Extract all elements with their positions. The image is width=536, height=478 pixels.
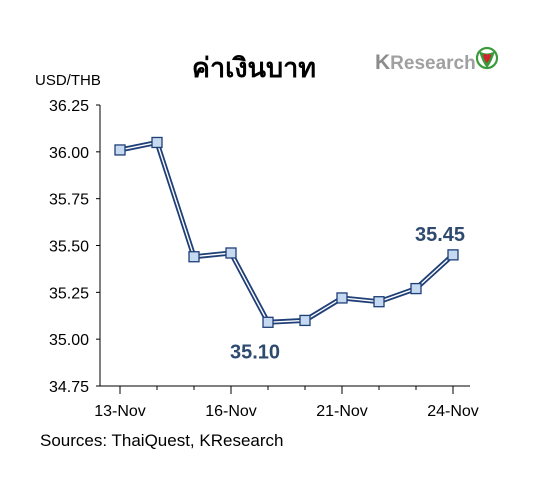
- x-axis-ticks: [119, 386, 454, 394]
- data-label: 35.10: [230, 341, 280, 363]
- logo-k-text: K: [375, 51, 390, 74]
- data-point: [114, 144, 126, 156]
- kasikorn-leaf-icon: [475, 46, 499, 70]
- x-tick-label: 24-Nov: [427, 403, 479, 420]
- y-tick-label: 36.25: [49, 98, 89, 115]
- x-tick-label: 21-Nov: [316, 403, 368, 420]
- y-tick-label: 35.00: [49, 332, 89, 349]
- logo-research-text: Research: [390, 53, 476, 74]
- data-label: 35.45: [415, 224, 465, 246]
- x-tick-label: 13-Nov: [94, 403, 146, 420]
- data-point: [336, 292, 348, 304]
- svg-text:KResearch: KResearch: [375, 51, 476, 74]
- kresearch-logo: KResearch: [375, 46, 499, 74]
- series-line-outer: [119, 139, 455, 325]
- chart-title: ค่าเงินบาท: [192, 53, 316, 84]
- data-point: [151, 136, 163, 149]
- series-line-inner: [119, 141, 454, 324]
- source-note: Sources: ThaiQuest, KResearch: [40, 431, 283, 450]
- data-point: [410, 282, 422, 295]
- data-point: [299, 314, 311, 327]
- data-point: [225, 247, 237, 259]
- y-tick-labels: 34.75 35.00 35.25 35.50 35.75 36.00 36.25: [49, 98, 89, 396]
- data-labels: 35.10 35.45: [230, 224, 465, 363]
- y-tick-label: 35.75: [49, 192, 89, 209]
- y-axis-ticks: [96, 104, 100, 387]
- data-point: [373, 296, 385, 308]
- y-unit-label: USD/THB: [35, 72, 101, 89]
- data-point: [188, 251, 200, 263]
- y-tick-label: 36.00: [49, 145, 89, 162]
- data-point: [447, 249, 459, 261]
- x-tick-label: 16-Nov: [205, 403, 257, 420]
- y-tick-label: 34.75: [49, 379, 89, 396]
- usd-thb-series: [114, 136, 459, 328]
- x-tick-labels: 13-Nov 16-Nov 21-Nov 24-Nov: [94, 403, 479, 420]
- data-point: [262, 316, 274, 328]
- y-tick-label: 35.25: [49, 285, 89, 302]
- y-tick-label: 35.50: [49, 239, 89, 256]
